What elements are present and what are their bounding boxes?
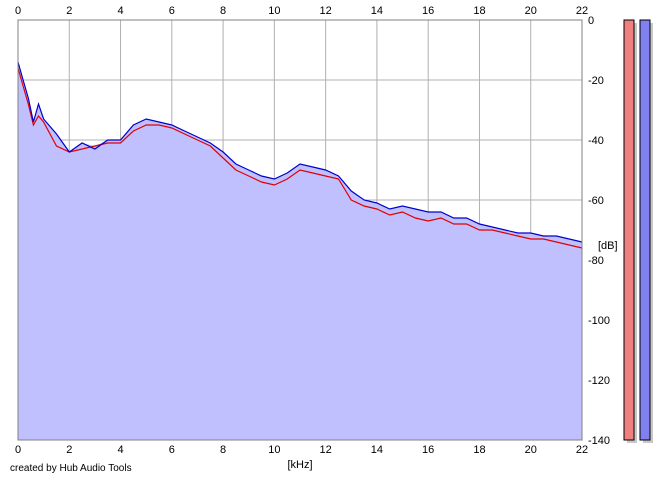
spectrum-fill (18, 62, 582, 440)
x-tick-label-bottom: 2 (66, 444, 72, 456)
x-tick-label-bottom: 18 (473, 444, 485, 456)
y-tick-label: -120 (588, 375, 610, 387)
x-tick-label-top: 10 (268, 5, 280, 17)
y-axis-label: [dB] (598, 240, 618, 252)
y-tick-label: -60 (588, 195, 604, 207)
y-tick-label: -40 (588, 135, 604, 147)
x-tick-label-top: 22 (576, 5, 588, 17)
y-tick-label: -140 (588, 435, 610, 447)
y-tick-label: -20 (588, 75, 604, 87)
x-tick-label-bottom: 0 (15, 444, 21, 456)
x-tick-label-top: 18 (473, 5, 485, 17)
x-tick-label-bottom: 8 (220, 444, 226, 456)
y-tick-label: 0 (588, 15, 594, 27)
x-tick-label-bottom: 10 (268, 444, 280, 456)
level-meter-1 (623, 19, 635, 441)
x-tick-label-top: 20 (525, 5, 537, 17)
x-tick-label-top: 2 (66, 5, 72, 17)
x-tick-label-bottom: 6 (169, 444, 175, 456)
x-tick-label-bottom: 22 (576, 444, 588, 456)
x-tick-label-top: 4 (117, 5, 123, 17)
x-tick-label-bottom: 16 (422, 444, 434, 456)
series-line-1 (17, 67, 583, 249)
series-line-2 (17, 61, 583, 243)
x-tick-label-top: 16 (422, 5, 434, 17)
credit-text: created by Hub Audio Tools (10, 463, 132, 474)
y-tick-label: -80 (588, 255, 604, 267)
x-tick-label-top: 8 (220, 5, 226, 17)
x-tick-label-top: 14 (371, 5, 383, 17)
x-tick-label-bottom: 14 (371, 444, 383, 456)
level-meter-2 (639, 19, 651, 441)
x-tick-label-top: 6 (169, 5, 175, 17)
plot-frame (17, 19, 583, 441)
x-axis-label: [kHz] (287, 459, 312, 471)
x-tick-label-bottom: 4 (117, 444, 123, 456)
x-tick-label-top: 0 (15, 5, 21, 17)
x-tick-label-bottom: 12 (320, 444, 332, 456)
x-tick-label-top: 12 (320, 5, 332, 17)
x-tick-label-bottom: 20 (525, 444, 537, 456)
y-tick-label: -100 (588, 315, 610, 327)
